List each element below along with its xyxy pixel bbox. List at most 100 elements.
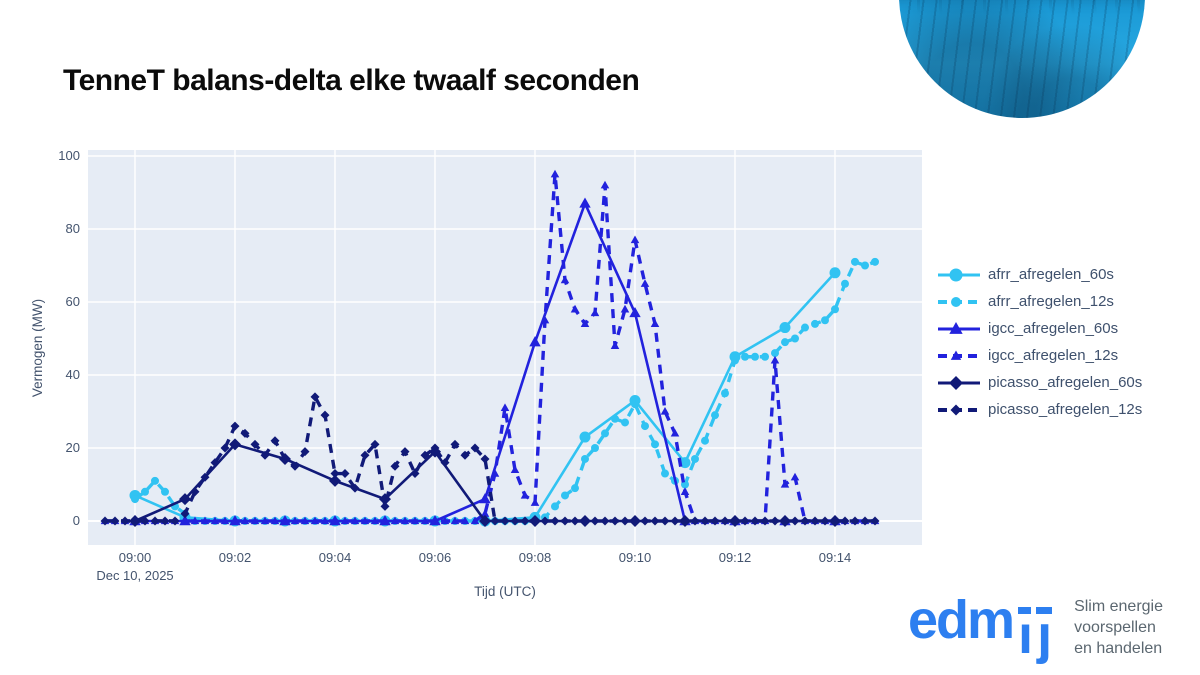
data-point-marker [320, 516, 330, 525]
legend-item-igcc_afregelen_60s[interactable]: igcc_afregelen_60s [936, 315, 1142, 342]
data-point-marker [650, 516, 660, 526]
legend-sample-diamond-icon [938, 375, 980, 390]
data-point-marker [340, 516, 350, 525]
data-point-marker [131, 495, 139, 504]
data-point-marker [440, 516, 450, 525]
data-point-marker [779, 322, 791, 334]
y-tick-label: 40 [66, 367, 80, 382]
data-point-marker [770, 355, 780, 364]
series-picasso_afregelen_12s[interactable] [100, 392, 880, 526]
x-axis-title: Tijd (UTC) [474, 584, 536, 599]
edmij-logo: edmı ȷ Slim energie voorspellen en handel… [908, 588, 1163, 665]
data-point-marker [949, 375, 963, 390]
data-point-marker [470, 443, 480, 453]
x-tick-label: 09:04 [319, 550, 352, 565]
data-point-marker [840, 516, 850, 526]
data-point-marker [229, 438, 241, 451]
data-point-marker [200, 516, 210, 525]
data-point-marker [190, 487, 200, 497]
logo-i-bar: ı [1018, 605, 1033, 665]
plot-background[interactable] [88, 150, 922, 545]
data-point-marker [310, 516, 320, 525]
data-point-marker [720, 516, 730, 526]
data-point-marker [571, 484, 579, 493]
x-tick-label: 09:08 [519, 550, 552, 565]
legend-sample-diamond-icon [938, 404, 980, 415]
data-point-marker [780, 516, 790, 526]
data-point-marker [740, 516, 750, 526]
legend-item-picasso_afregelen_60s[interactable]: picasso_afregelen_60s [936, 369, 1142, 396]
data-point-marker [579, 431, 591, 443]
data-point-marker [490, 516, 500, 526]
legend-sample-circle-icon [938, 296, 980, 307]
logo-tagline: Slim energie voorspellen en handelen [1074, 588, 1163, 659]
data-point-marker [851, 257, 859, 266]
data-point-marker [300, 447, 310, 457]
data-point-marker [450, 439, 460, 449]
data-point-marker [590, 516, 600, 526]
data-point-marker [620, 516, 630, 526]
hero-circle-image [899, 0, 1145, 118]
data-point-marker [150, 516, 160, 526]
data-point-marker [691, 454, 699, 463]
data-point-marker [479, 515, 491, 527]
data-point-marker [340, 469, 350, 479]
data-point-marker [830, 516, 840, 526]
data-point-marker [529, 336, 541, 347]
data-point-marker [550, 169, 560, 178]
data-point-marker [420, 450, 430, 460]
data-point-marker [160, 516, 170, 526]
x-axis-date-label: Dec 10, 2025 [96, 568, 173, 583]
data-point-marker [811, 319, 819, 328]
data-point-marker [230, 421, 240, 431]
data-point-marker [679, 457, 691, 469]
data-point-marker [570, 516, 580, 526]
data-point-marker [390, 516, 400, 525]
data-point-marker [629, 306, 641, 318]
chart-plot[interactable]: 09:00 09:02 09:04 09:06 09:08 09:10 09:12 09:14… [28, 138, 933, 613]
data-point-marker [590, 308, 600, 317]
data-point-marker [440, 458, 450, 468]
y-tick-label: 0 [73, 513, 80, 528]
data-point-marker [350, 516, 360, 525]
data-point-marker [870, 516, 880, 526]
data-point-marker [510, 516, 520, 526]
data-point-marker [600, 180, 610, 189]
data-point-marker [330, 516, 340, 525]
y-tick-label: 80 [66, 221, 80, 236]
x-tick-label: 09:02 [219, 550, 252, 565]
data-point-marker [631, 400, 639, 409]
data-point-marker [640, 279, 650, 287]
data-point-marker [951, 296, 961, 307]
legend-item-igcc_afregelen_12s[interactable]: igcc_afregelen_12s [936, 342, 1142, 369]
data-point-marker [260, 450, 270, 460]
data-point-marker [701, 436, 709, 445]
data-point-marker [640, 516, 650, 526]
y-tick-label: 100 [58, 148, 80, 163]
data-point-marker [710, 516, 720, 526]
legend-item-picasso_afregelen_12s[interactable]: picasso_afregelen_12s [936, 396, 1142, 423]
legend-label: picasso_afregelen_12s [988, 401, 1143, 418]
data-point-marker [611, 414, 619, 423]
data-point-marker [721, 389, 729, 398]
data-point-marker [280, 454, 290, 464]
data-point-marker [561, 491, 569, 500]
legend-label: afrr_afregelen_60s [988, 266, 1114, 283]
data-point-marker [490, 469, 500, 477]
data-point-marker [600, 516, 610, 526]
data-point-marker [620, 304, 630, 313]
chart-legend: afrr_afregelen_60s afrr_afregelen_12s igcc… [936, 261, 1142, 423]
data-point-marker [220, 443, 230, 453]
data-point-marker [479, 493, 491, 504]
data-point-marker [530, 498, 540, 506]
data-point-marker [120, 516, 130, 526]
data-point-marker [540, 315, 550, 324]
page-title: TenneT balans-delta elke twaalf seconden [63, 64, 640, 97]
legend-sample-triangle-icon [938, 350, 980, 360]
data-point-marker [180, 509, 190, 519]
legend-sample-circle-icon [938, 268, 980, 281]
data-point-marker [610, 516, 620, 526]
legend-item-afrr_afregelen_12s[interactable]: afrr_afregelen_12s [936, 288, 1142, 315]
legend-item-afrr_afregelen_60s[interactable]: afrr_afregelen_60s [936, 261, 1142, 288]
data-point-marker [110, 516, 120, 526]
